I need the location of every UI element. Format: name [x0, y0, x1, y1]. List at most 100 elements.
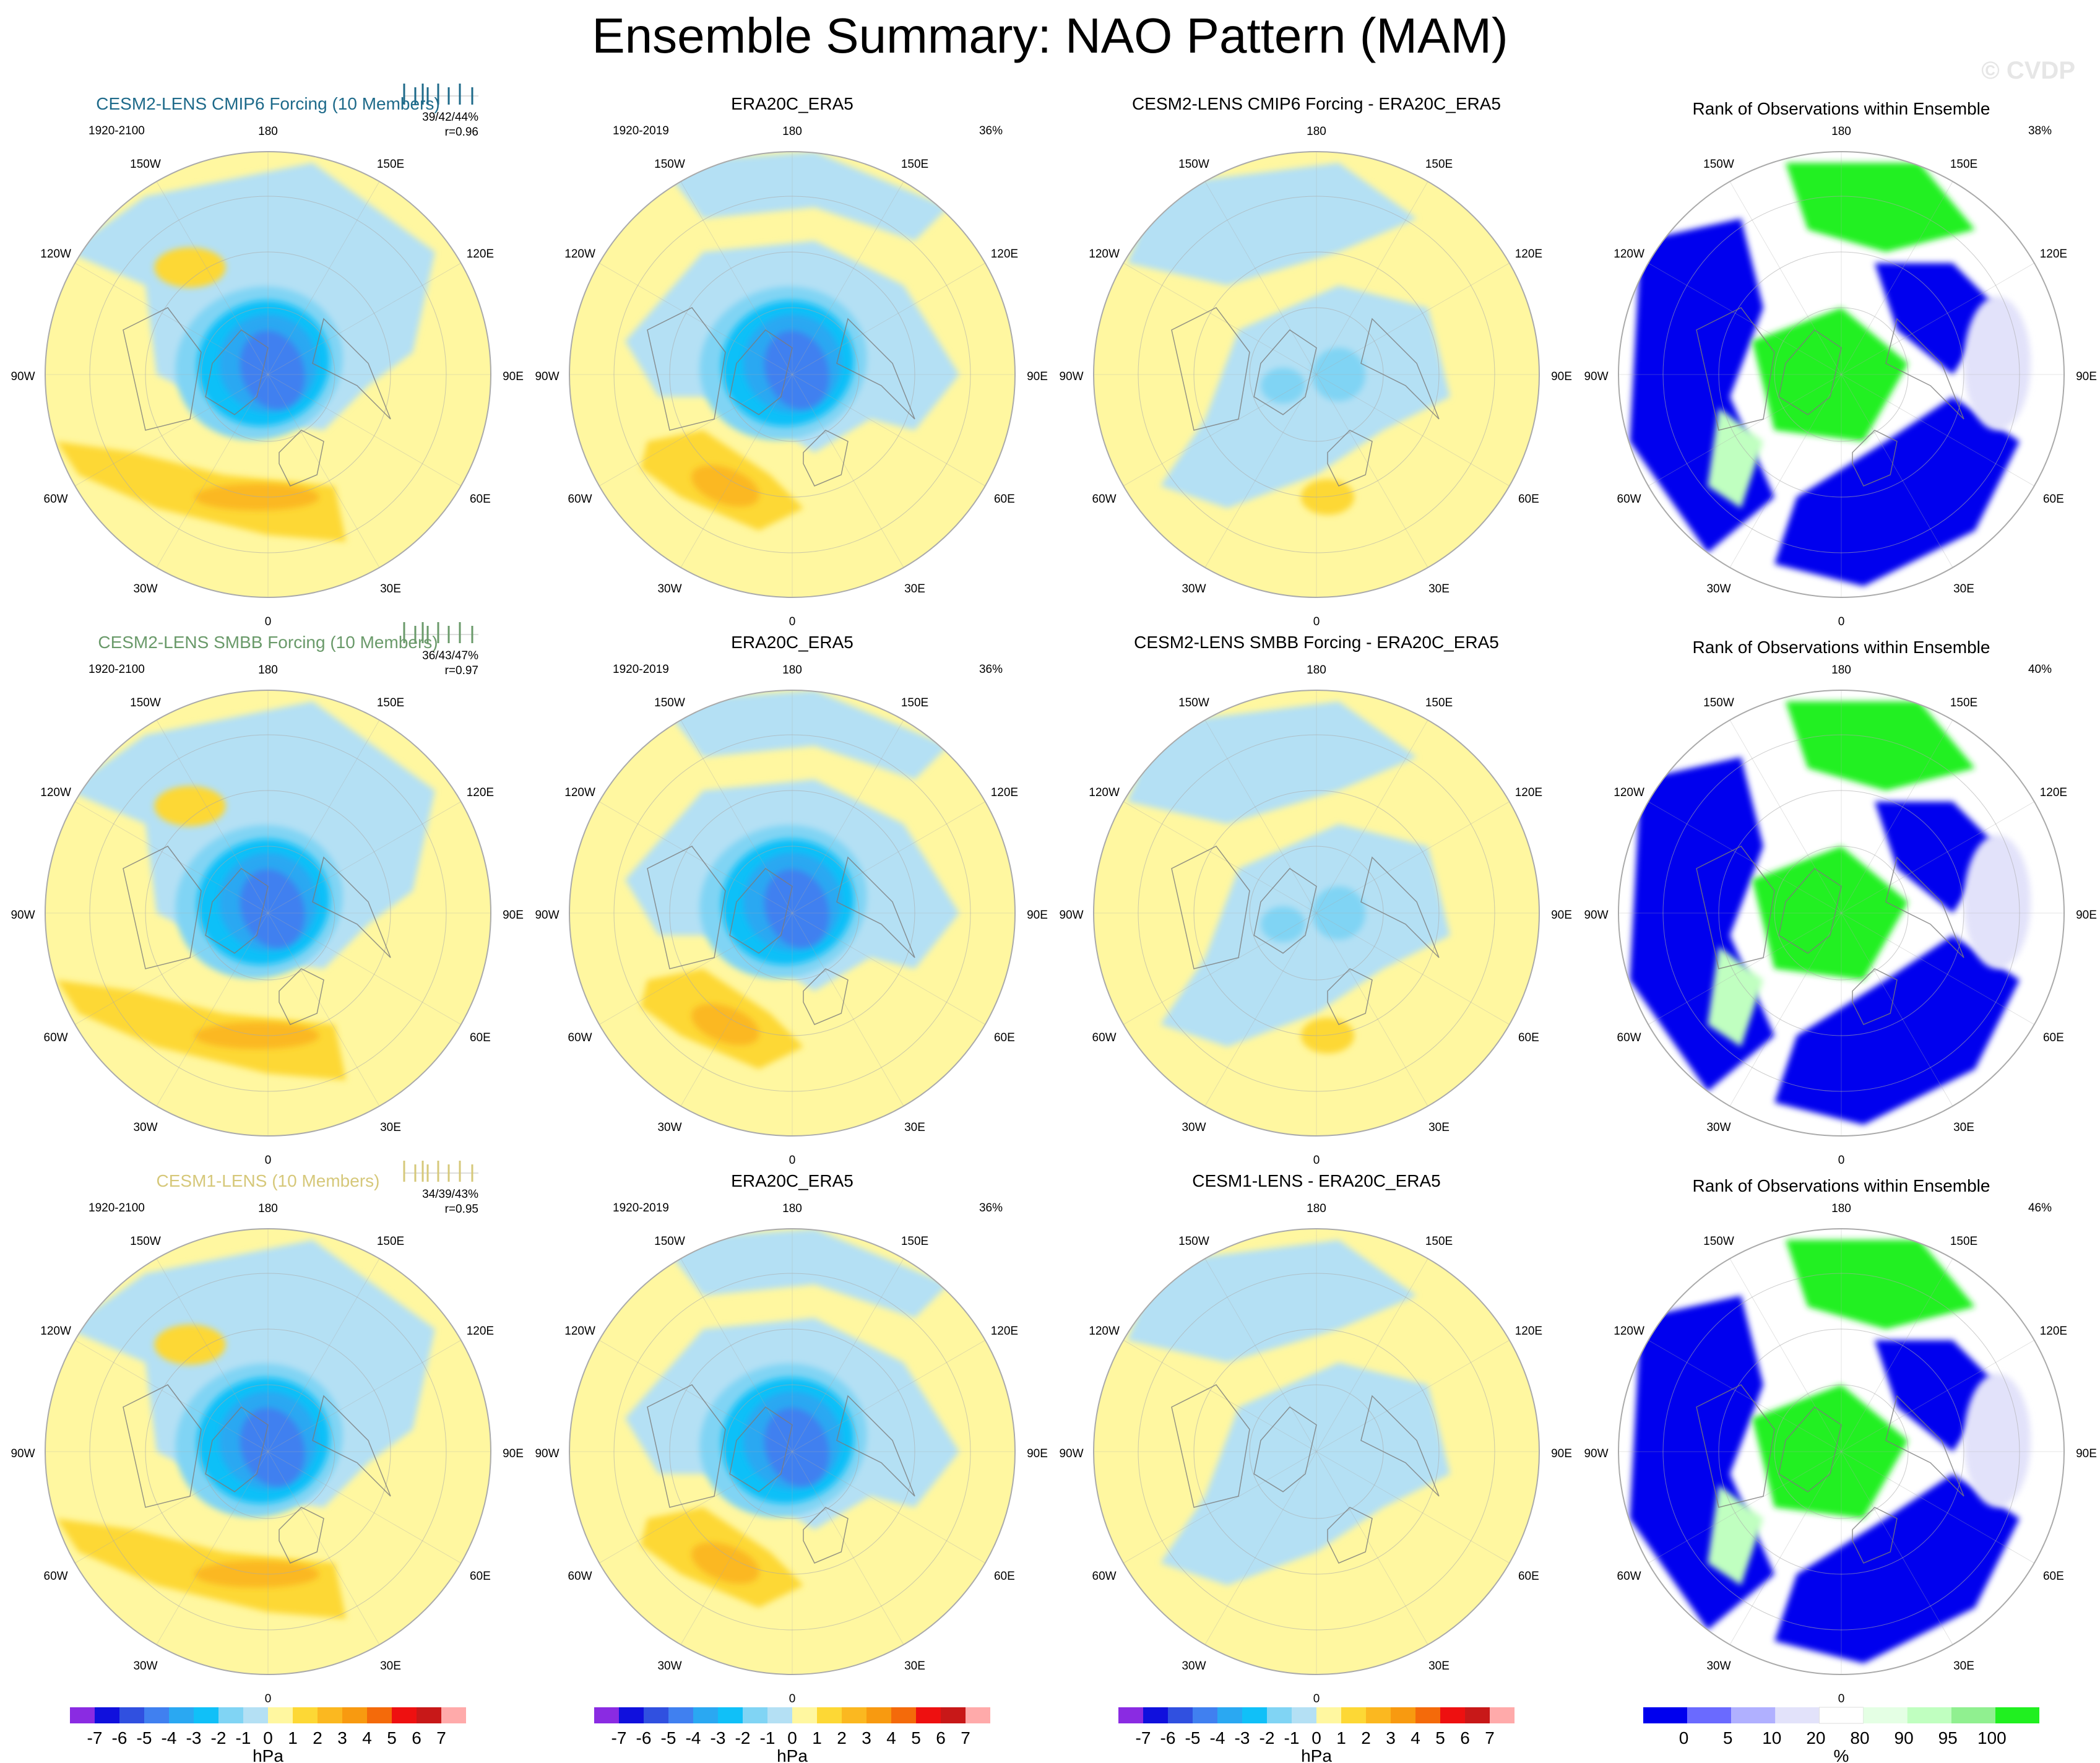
rank-high-region — [1786, 701, 1975, 791]
longitude-label: 120E — [991, 248, 1018, 261]
longitude-label: 150W — [1178, 1235, 1209, 1248]
colorbar-swatch — [268, 1707, 293, 1723]
map-field — [1618, 152, 2064, 597]
longitude-label: 30W — [1706, 583, 1731, 596]
colorbar-tick: -1 — [1284, 1728, 1300, 1748]
longitude-label: 120W — [564, 1325, 595, 1338]
longitude-label: 90W — [1059, 909, 1083, 922]
colorbar-tick: 1 — [812, 1728, 822, 1748]
model-panel: 180 150E 120E 90E 60E 30E 0 30W 60W 90W 120W 150W CE… — [11, 1161, 524, 1705]
rank-low-region — [1774, 1474, 2020, 1663]
longitude-label: 30E — [1428, 1660, 1450, 1673]
colorbar-swatch — [1687, 1707, 1732, 1723]
longitude-label: 180 — [1307, 664, 1326, 677]
colorbar-tick: 1 — [288, 1728, 298, 1748]
longitude-label: 180 — [258, 664, 278, 677]
rank-colorbar: 0 5 10 20 80 90 95 100% — [1643, 1707, 2039, 1763]
longitude-label: 90W — [1059, 1447, 1083, 1460]
graticule — [1094, 152, 1539, 597]
pattern-correlation: r=0.95 — [445, 1203, 478, 1216]
obs-panel: 180 150E 120E 90E 60E 30E 0 30W 60W 90W 120W 150W ER… — [535, 1171, 1047, 1705]
colorbar-tick: -7 — [611, 1728, 627, 1748]
graticule — [569, 690, 1015, 1136]
colorbar-swatch — [441, 1707, 466, 1723]
pacific-negative — [1127, 701, 1417, 824]
longitude-label: 150E — [901, 1235, 928, 1248]
positive-contour-2 — [194, 483, 319, 511]
colorbar-swatch — [718, 1707, 743, 1723]
colorbar-tick: -3 — [1235, 1728, 1250, 1748]
colorbar-tick: -1 — [236, 1728, 251, 1748]
colorbar-swatch — [866, 1707, 891, 1723]
colorbar-swatch — [293, 1707, 318, 1723]
colorbar-swatch — [1292, 1707, 1316, 1723]
colorbar-swatch — [243, 1707, 268, 1723]
longitude-label: 150W — [654, 158, 685, 171]
longitude-label: 120W — [1614, 1325, 1644, 1338]
variance-percentages: 34/39/43% — [422, 1188, 478, 1201]
colorbar-swatch — [1267, 1707, 1292, 1723]
pressure-colorbar: -7 -6 -5 -4 -3 -2 -1 0 1 2 3 4 5 6 7 hPa — [70, 1707, 466, 1763]
coastlines — [1171, 307, 1440, 487]
longitude-label: 150E — [1950, 158, 1977, 171]
colorbar-unit: hPa — [253, 1746, 283, 1763]
map-border — [1618, 151, 2065, 598]
negative-contour-4 — [240, 869, 305, 948]
obs-variance-percent: 36% — [979, 663, 1003, 676]
map-field — [569, 690, 1015, 1136]
longitude-label: 30E — [1428, 583, 1450, 596]
rank-low-region — [1774, 397, 2020, 586]
graticule — [1094, 1229, 1539, 1674]
colorbar-swatch — [1731, 1707, 1776, 1723]
longitude-label: 90W — [535, 909, 559, 922]
member-ticks — [403, 84, 478, 105]
longitude-label: 90E — [503, 909, 524, 922]
member-ticks — [403, 622, 478, 643]
longitude-label: 180 — [782, 125, 802, 138]
longitude-label: 120E — [467, 248, 494, 261]
rank-panel-title: Rank of Observations within Ensemble — [1693, 638, 1990, 657]
longitude-label: 90W — [535, 1447, 559, 1460]
row-1: 180 150E 120E 90E 60E 30E 0 30W 60W 90W 120W 150W CE… — [11, 84, 2097, 628]
longitude-label: 90W — [1584, 1447, 1608, 1460]
colorbar-tick: 3 — [1386, 1728, 1396, 1748]
map-field — [1094, 690, 1539, 1136]
longitude-label: 180 — [258, 1202, 278, 1215]
longitude-label: 120W — [1089, 786, 1120, 799]
pacific-region — [659, 1229, 948, 1318]
positive-contour-2 — [691, 465, 760, 507]
model-panel-title: CESM2-LENS CMIP6 Forcing (10 Members) — [96, 94, 439, 113]
colorbar-swatch — [668, 1707, 693, 1723]
figure-title: Ensemble Summary: NAO Pattern (MAM) — [592, 8, 1508, 63]
colorbar-tick: -7 — [1136, 1728, 1151, 1748]
rank-mid-region — [1964, 1374, 2031, 1507]
longitude-label: 120W — [564, 248, 595, 261]
colorbar-tick: 100 — [1977, 1728, 2007, 1748]
longitude-label: 30W — [1706, 1660, 1731, 1673]
colorbar-tick: -6 — [112, 1728, 127, 1748]
longitude-label: 60E — [2043, 1570, 2064, 1583]
longitude-label: 30W — [1706, 1121, 1731, 1134]
colorbar-swatch — [169, 1707, 194, 1723]
longitude-label: 90W — [1059, 370, 1083, 383]
longitude-label: 90E — [1551, 1447, 1572, 1460]
negative-contour-4 — [240, 331, 305, 410]
longitude-label: 30W — [1182, 1121, 1206, 1134]
longitude-label: 60W — [1617, 493, 1641, 506]
longitude-label: 150E — [377, 696, 404, 709]
obs-panel-title: ERA20C_ERA5 — [731, 633, 853, 652]
longitude-label: 120W — [564, 786, 595, 799]
longitude-label: 90W — [1584, 909, 1608, 922]
colorbar-tick: -4 — [686, 1728, 701, 1748]
colorbar-tick: 6 — [1460, 1728, 1470, 1748]
longitude-label: 30E — [1428, 1121, 1450, 1134]
longitude-label: 150E — [1425, 1235, 1453, 1248]
colorbar-tick: 80 — [1850, 1728, 1869, 1748]
positive-contour-2 — [691, 1003, 760, 1046]
map-border — [1093, 1228, 1540, 1675]
row-2: 180 150E 120E 90E 60E 30E 0 30W 60W 90W 120W 150W CE… — [11, 622, 2097, 1167]
difference-panel-title: CESM2-LENS CMIP6 Forcing - ERA20C_ERA5 — [1132, 94, 1501, 113]
coastlines — [123, 307, 391, 487]
obs-variance-percent: 36% — [979, 124, 1003, 137]
colorbar-tick: -6 — [1160, 1728, 1176, 1748]
